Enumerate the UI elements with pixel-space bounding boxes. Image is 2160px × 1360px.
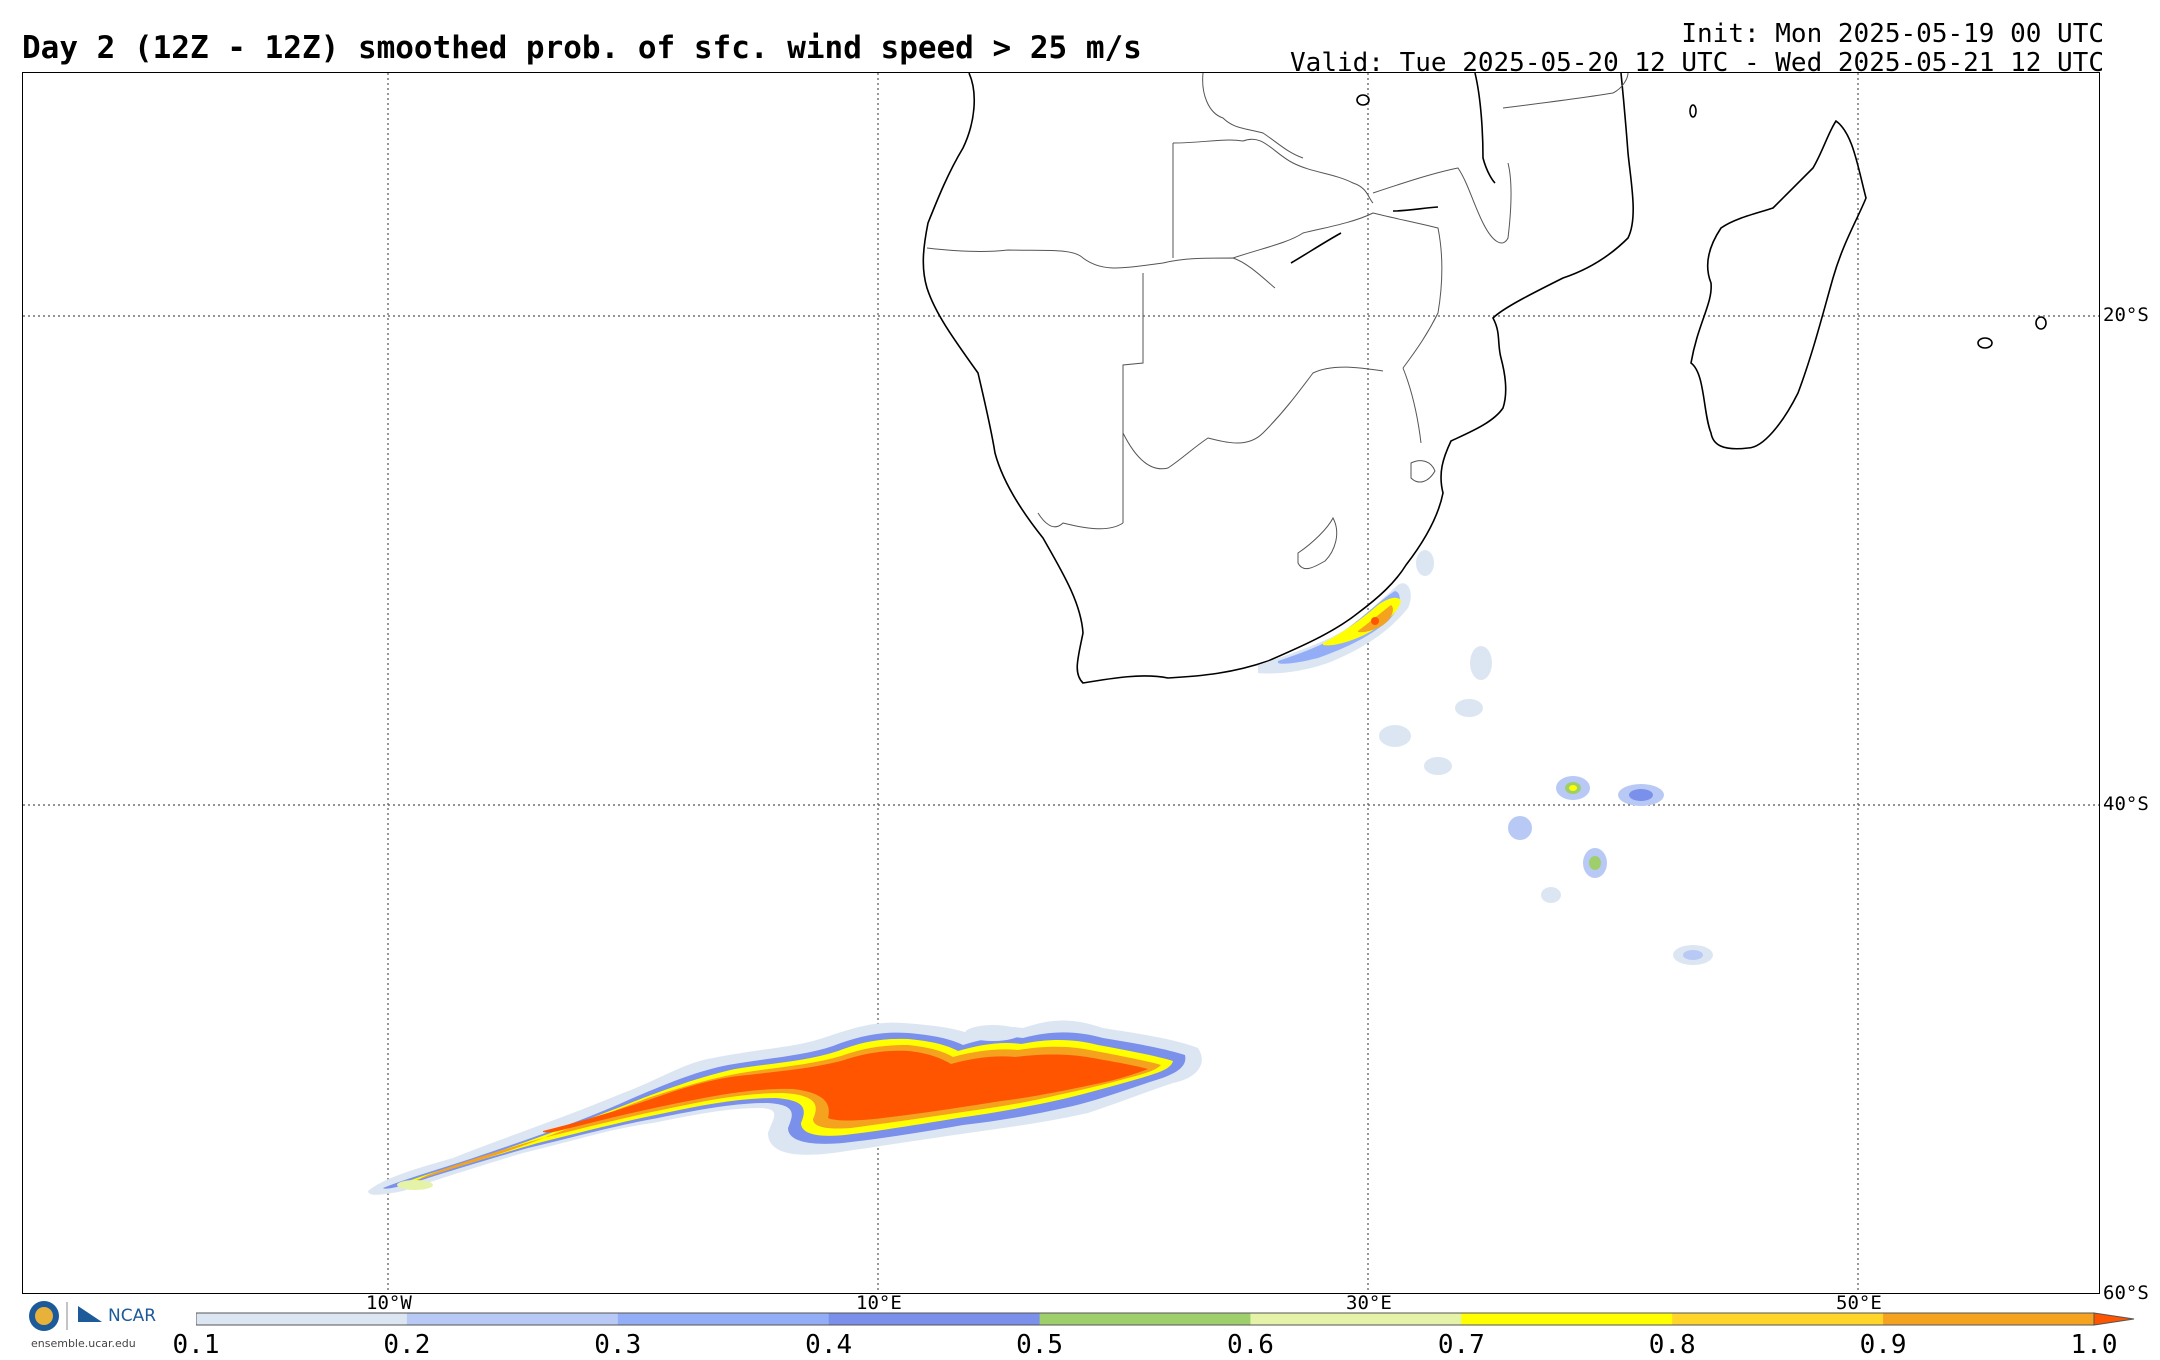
colorbar (196, 1312, 2135, 1326)
colorbar-tick-label: 0.8 (1648, 1330, 1696, 1360)
lon-label-10w: 10°W (366, 1292, 412, 1314)
ncar-emblem-icon (78, 1306, 102, 1322)
lake-cahora (1392, 206, 1439, 212)
border-mozambique-malawi (1372, 162, 1512, 244)
border-zambia-north (1202, 72, 1304, 159)
prob-atlantic-tail-highlight (397, 1180, 433, 1190)
colorbar-tick-label: 1.0 (2070, 1330, 2118, 1360)
ncar-logo (29, 1301, 102, 1331)
lake-malawi (1474, 72, 1496, 184)
prob-field (368, 550, 1713, 1195)
init-time: Init: Mon 2025-05-19 00 UTC (1681, 19, 2104, 49)
prob-blob-5 (1424, 757, 1452, 775)
lon-label-10e: 10°E (856, 1292, 902, 1314)
border-angola-namibia (926, 247, 1084, 259)
colorbar-tick-label: 0.6 (1226, 1330, 1274, 1360)
colorbar-segment (1883, 1313, 2095, 1325)
map-panel (22, 72, 2100, 1294)
prob-blob-1 (1416, 550, 1434, 576)
colorbar-segment (406, 1313, 619, 1325)
prob-blob-11-inner (1683, 950, 1703, 960)
border-zambia (1172, 138, 1374, 258)
prob-blob-8 (1508, 816, 1532, 840)
colorbar-segment (1461, 1313, 1673, 1325)
prob-blob-6-core (1569, 785, 1577, 791)
nsf-seal-center (35, 1307, 53, 1325)
border-lesotho (1297, 516, 1338, 570)
africa-coastline (922, 72, 1634, 684)
colorbar-tick-label: 0.3 (594, 1330, 642, 1360)
colorbar-tick-label: 0.2 (383, 1330, 431, 1360)
mauritius-island (1977, 337, 1993, 349)
border-botswana-south-africa (1122, 366, 1384, 470)
island-north (1356, 94, 1370, 106)
lat-label-20s: 20°S (2103, 304, 2149, 326)
lon-label-30e: 30°E (1346, 1292, 1392, 1314)
lon-label-50e: 50°E (1836, 1292, 1882, 1314)
prob-blob-2 (1470, 646, 1492, 680)
colorbar-tick-label: 0.1 (172, 1330, 220, 1360)
prob-contour-coast-inner (1323, 597, 1401, 646)
prob-blob-4 (1379, 725, 1411, 747)
prob-atlantic-core (542, 1050, 1148, 1133)
map-title: Day 2 (12Z - 12Z) smoothed prob. of sfc.… (22, 30, 1142, 66)
border-namibia-botswana (1082, 257, 1276, 289)
ncar-wordmark: NCAR (108, 1306, 157, 1326)
colorbar-segment (1672, 1313, 1884, 1325)
border-namibia-east (1122, 273, 1144, 523)
prob-blob-9-inner (1589, 856, 1601, 870)
prob-blob-10 (1541, 887, 1561, 903)
colorbar-segment (617, 1313, 830, 1325)
run-info: Init: Mon 2025-05-19 00 UTC Valid: Tue 2… (1290, 20, 2104, 78)
colorbar-segment (196, 1313, 408, 1325)
country-borders (926, 72, 1629, 570)
madagascar-coastline (1690, 119, 1867, 450)
lat-label-40s: 40°S (2103, 793, 2149, 815)
prob-blob-7-inner (1629, 789, 1653, 801)
comoros-island (1689, 104, 1697, 118)
ensemble-url: ensemble.ucar.edu (31, 1337, 136, 1350)
border-south-africa-namibia (1037, 512, 1124, 530)
colorbar-tick-label: 0.7 (1437, 1330, 1485, 1360)
colorbar-tick-label: 0.4 (805, 1330, 853, 1360)
lat-label-60s: 60°S (2103, 1282, 2149, 1304)
colorbar-tick-label: 0.9 (1859, 1330, 1907, 1360)
coastlines (922, 72, 2047, 684)
border-tanzania (1502, 72, 1629, 109)
border-mozambique-sa (1402, 367, 1422, 444)
map-svg (23, 72, 2099, 1293)
prob-contour-coast-peak (1371, 617, 1379, 625)
reunion-island (2035, 316, 2047, 330)
prob-atlantic-detached-blob (965, 1025, 1021, 1041)
border-eswatini (1410, 460, 1436, 483)
prob-blob-3 (1455, 699, 1483, 717)
lake-kariba (1290, 232, 1342, 264)
colorbar-segment (1039, 1313, 1251, 1325)
colorbar-segment (828, 1313, 1041, 1325)
colorbar-tick-label: 0.5 (1016, 1330, 1064, 1360)
border-zimbabwe (1232, 212, 1443, 369)
colorbar-segment (1250, 1313, 1462, 1325)
